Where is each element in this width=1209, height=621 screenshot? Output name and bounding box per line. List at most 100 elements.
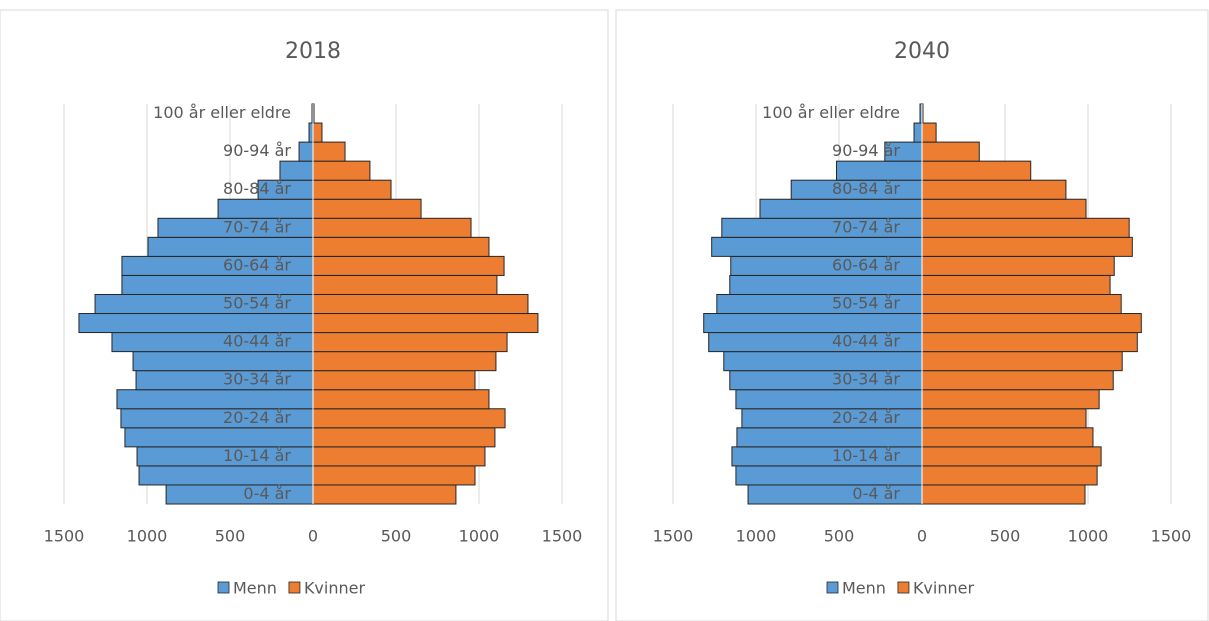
x-tick-label: 1000 bbox=[1068, 527, 1109, 546]
bar bbox=[312, 160, 371, 181]
x-tick-label: 0 bbox=[308, 527, 318, 546]
y-tick-label: 70-74 år bbox=[832, 217, 900, 236]
x-tick-label: 1500 bbox=[653, 527, 694, 546]
bar bbox=[312, 370, 476, 391]
bar bbox=[921, 446, 1102, 467]
bar bbox=[921, 122, 937, 143]
y-tick-label: 10-14 år bbox=[223, 446, 291, 465]
bar bbox=[759, 198, 923, 219]
bar bbox=[312, 217, 472, 238]
bar bbox=[921, 389, 1100, 410]
bar bbox=[921, 484, 1086, 505]
bar bbox=[703, 313, 923, 334]
bar bbox=[312, 427, 496, 448]
y-tick-label: 10-14 år bbox=[832, 446, 900, 465]
y-tick-label: 40-44 år bbox=[223, 332, 291, 351]
bar bbox=[312, 141, 346, 162]
bar bbox=[711, 236, 923, 257]
bar bbox=[723, 351, 923, 372]
x-tick-label: 1500 bbox=[44, 527, 85, 546]
bar bbox=[312, 255, 505, 276]
bar bbox=[921, 408, 1087, 429]
y-tick-label: 60-64 år bbox=[832, 255, 900, 274]
bar bbox=[217, 198, 314, 219]
y-tick-label: 60-64 år bbox=[223, 255, 291, 274]
x-tick-label: 500 bbox=[215, 527, 246, 546]
x-tick-label: 1000 bbox=[736, 527, 777, 546]
x-tick-label: 500 bbox=[824, 527, 855, 546]
bar bbox=[312, 446, 486, 467]
y-tick-label: 20-24 år bbox=[832, 408, 900, 427]
y-tick-label: 30-34 år bbox=[832, 370, 900, 389]
x-tick-label: 500 bbox=[381, 527, 412, 546]
y-tick-label: 0-4 år bbox=[852, 484, 900, 503]
y-tick-label: 90-94 år bbox=[223, 141, 291, 160]
legend-swatch bbox=[897, 581, 910, 594]
bar bbox=[312, 465, 476, 486]
bar bbox=[921, 332, 1138, 353]
bar bbox=[921, 217, 1130, 238]
bar bbox=[279, 160, 314, 181]
bar bbox=[735, 389, 923, 410]
bar bbox=[736, 427, 923, 448]
bar bbox=[921, 255, 1115, 276]
y-tick-label: 100 år eller eldre bbox=[153, 103, 291, 122]
bar bbox=[312, 351, 497, 372]
bar bbox=[921, 141, 980, 162]
y-tick-label: 90-94 år bbox=[832, 141, 900, 160]
bar bbox=[147, 236, 314, 257]
y-tick-label: 40-44 år bbox=[832, 332, 900, 351]
legend-swatch bbox=[826, 581, 839, 594]
y-tick-label: 80-84 år bbox=[832, 179, 900, 198]
y-tick-label: 70-74 år bbox=[223, 217, 291, 236]
x-tick-label: 1500 bbox=[542, 527, 583, 546]
bar bbox=[312, 293, 529, 315]
legend-label: Kvinner bbox=[913, 579, 975, 598]
bar bbox=[312, 389, 490, 410]
bar bbox=[921, 465, 1098, 486]
legend-swatch bbox=[217, 581, 230, 594]
chart-title: 2040 bbox=[894, 39, 950, 64]
bar bbox=[921, 160, 1032, 181]
bar bbox=[836, 160, 923, 181]
legend-label: Menn bbox=[842, 579, 886, 598]
legend-label: Kvinner bbox=[304, 579, 366, 598]
y-tick-label: 20-24 år bbox=[223, 408, 291, 427]
bar bbox=[913, 122, 923, 143]
x-tick-label: 0 bbox=[917, 527, 927, 546]
bar bbox=[921, 427, 1094, 448]
bar bbox=[921, 313, 1142, 334]
x-tick-label: 500 bbox=[990, 527, 1021, 546]
bar bbox=[312, 313, 539, 334]
bar bbox=[116, 389, 314, 410]
bar bbox=[132, 351, 314, 372]
bar bbox=[308, 122, 314, 143]
bar bbox=[921, 198, 1087, 219]
bar bbox=[312, 236, 490, 257]
y-tick-label: 50-54 år bbox=[832, 294, 900, 313]
bar bbox=[921, 236, 1133, 257]
y-tick-label: 100 år eller eldre bbox=[762, 103, 900, 122]
bar bbox=[921, 351, 1123, 372]
bar bbox=[312, 332, 508, 353]
bar bbox=[735, 465, 923, 486]
bar bbox=[138, 465, 314, 486]
y-tick-label: 50-54 år bbox=[223, 294, 291, 313]
y-tick-label: 80-84 år bbox=[223, 179, 291, 198]
x-tick-label: 1000 bbox=[459, 527, 500, 546]
bar bbox=[921, 370, 1114, 391]
bar bbox=[921, 293, 1122, 315]
x-tick-label: 1500 bbox=[1151, 527, 1192, 546]
y-tick-label: 30-34 år bbox=[223, 370, 291, 389]
bar bbox=[312, 198, 422, 219]
bar bbox=[312, 179, 392, 200]
legend-label: Menn bbox=[233, 579, 277, 598]
bar bbox=[298, 141, 314, 162]
bar bbox=[312, 274, 498, 295]
bar bbox=[78, 313, 314, 334]
y-tick-label: 0-4 år bbox=[243, 484, 291, 503]
bar bbox=[312, 408, 506, 429]
bar bbox=[921, 179, 1067, 200]
